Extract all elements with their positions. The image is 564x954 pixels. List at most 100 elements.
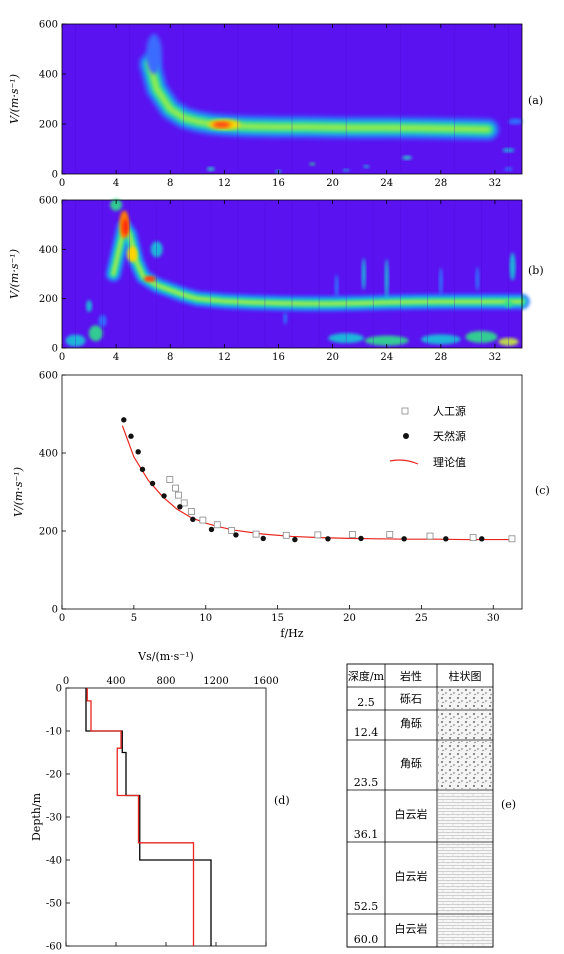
panel-a-energy-ridge — [138, 34, 500, 141]
x-tick-label: 8 — [167, 352, 173, 363]
axes-frame — [61, 374, 523, 610]
y-tick-label: 600 — [39, 196, 58, 207]
x-tick-label: 800 — [156, 676, 175, 687]
natural-source-point — [149, 480, 156, 487]
y-tick-label: 400 — [39, 70, 58, 81]
y-tick-label: 0 — [52, 170, 58, 181]
natural-source-point — [401, 536, 407, 542]
x-tick-label: 25 — [415, 613, 428, 624]
noise-blob — [508, 118, 523, 125]
panel-c-legend: 人工源 天然源 理论值 — [389, 404, 466, 469]
energy-peak — [143, 275, 156, 282]
natural-source-point — [443, 536, 449, 542]
panel-a-ylabel: V/(m·s⁻¹) — [8, 74, 21, 124]
x-tick-label: 32 — [489, 352, 502, 363]
y-tick-label: 200 — [39, 120, 58, 131]
panel-c: 0 5 10 15 20 25 30 0 200 400 600 V/(m·s⁻¹) f/Hz 人工… — [12, 371, 550, 641]
y-tick-label: 0 — [56, 684, 62, 695]
x-tick-label: 1200 — [203, 676, 228, 687]
noise-blob — [206, 167, 215, 171]
panel-a-axes: 0 4 8 12 16 20 24 28 32 0 200 400 600 — [39, 20, 523, 189]
ridge-layer — [147, 61, 491, 132]
artificial-source-point — [187, 508, 195, 515]
artificial-source-point — [314, 531, 322, 539]
x-tick-label: 0 — [59, 352, 65, 363]
legend-label-artificial: 人工源 — [433, 404, 466, 418]
x-tick-label: 20 — [326, 178, 339, 189]
x-tick-label: 16 — [272, 178, 285, 189]
strat-lithology: 角砾 — [400, 757, 422, 770]
artificial-source-point — [469, 534, 477, 542]
artificial-source-point — [166, 476, 174, 483]
natural-source-point — [177, 504, 183, 510]
strat-depth: 2.5 — [357, 696, 375, 709]
noise-blob — [361, 258, 366, 290]
x-tick-label: 400 — [106, 676, 125, 687]
noise-blob — [420, 334, 461, 345]
natural-source-point — [161, 493, 167, 499]
natural-source-point — [128, 433, 134, 439]
legend-square-marker — [401, 407, 409, 415]
x-tick-label: 20 — [326, 352, 339, 363]
natural-source-point — [139, 466, 146, 473]
panel-c-axes: 0 5 10 15 20 25 30 0 200 400 600 — [39, 371, 523, 624]
panel-e-stratigraphic-column: 深度/m 岩性 柱状图 2.5 砾石 12.4 角砾 23.5 角砾 36.1 白云岩 52.5 白云岩… — [346, 663, 516, 948]
y-tick-label: -20 — [46, 770, 62, 781]
y-tick-label: -30 — [46, 813, 62, 824]
strat-header: 深度/m — [348, 669, 385, 683]
panel-d-axes: 0 400 800 1200 1600 0 -10 -20 -30 -40 -50 -60 — [46, 676, 279, 953]
x-tick-label: 15 — [271, 613, 284, 624]
x-tick-label: 8 — [167, 178, 173, 189]
strat-table: 深度/m 岩性 柱状图 2.5 砾石 12.4 角砾 23.5 角砾 36.1 白云岩 52.5 白云岩… — [346, 663, 494, 948]
energy-peak — [127, 246, 138, 263]
panel-b-axes: 0 4 8 12 16 20 24 28 32 0 200 400 600 — [39, 196, 523, 363]
noise-blob — [364, 335, 409, 346]
x-tick-label: 0 — [59, 613, 65, 624]
natural-source-point — [358, 535, 364, 542]
panel-d-profiles — [85, 688, 212, 946]
x-tick-label: 32 — [489, 178, 502, 189]
artificial-source-point — [180, 499, 188, 507]
x-tick-label: 5 — [131, 613, 137, 624]
strat-lithology: 白云岩 — [395, 807, 428, 821]
noise-blob — [334, 274, 339, 299]
artificial-source-point — [172, 484, 179, 492]
legend-line-marker — [389, 459, 419, 465]
strat-column-pattern — [438, 741, 492, 789]
y-tick-label: 200 — [39, 527, 58, 538]
x-tick-label: 30 — [487, 613, 500, 624]
natural-source-point — [260, 535, 266, 542]
legend-label-natural: 天然源 — [433, 429, 466, 443]
x-tick-label: 0 — [59, 178, 65, 189]
panel-d-label: (d) — [274, 794, 290, 807]
y-tick-label: -50 — [46, 899, 62, 910]
x-tick-label: 10 — [199, 613, 212, 624]
strat-depth: 36.1 — [354, 828, 379, 841]
strat-depth: 23.5 — [354, 776, 379, 789]
natural-source-point — [479, 536, 485, 542]
panel-d: 0 400 800 1200 1600 0 -10 -20 -30 -40 -50 -60 Vs/(m… — [30, 650, 290, 953]
y-tick-label: -10 — [46, 727, 62, 738]
x-tick-label: 12 — [218, 352, 231, 363]
strat-column-pattern — [438, 711, 492, 739]
energy-peak — [146, 34, 162, 74]
natural-source-point — [135, 449, 141, 455]
artificial-source-point — [199, 516, 207, 524]
artificial-source-point — [426, 532, 434, 540]
y-tick-label: 600 — [39, 371, 58, 382]
legend-label-theory: 理论值 — [433, 455, 466, 469]
strat-header: 柱状图 — [449, 669, 482, 683]
natural-source-point — [233, 532, 239, 538]
strat-lithology: 角砾 — [400, 717, 422, 730]
y-tick-label: -40 — [46, 856, 62, 867]
strat-header: 岩性 — [400, 669, 422, 683]
x-tick-label: 4 — [113, 178, 119, 189]
x-tick-label: 20 — [343, 613, 356, 624]
y-tick-label: 200 — [39, 294, 58, 305]
x-tick-label: 12 — [218, 178, 231, 189]
artificial-source-point — [175, 491, 182, 499]
energy-peak — [212, 121, 231, 128]
natural-source-point — [325, 536, 331, 542]
x-tick-label: 4 — [113, 352, 119, 363]
